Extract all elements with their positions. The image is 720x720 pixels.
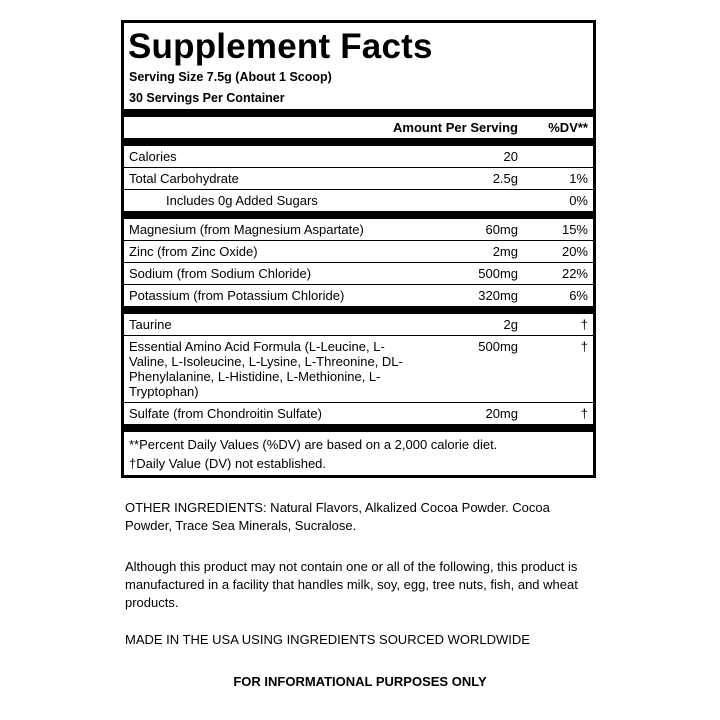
nutrient-row: Total Carbohydrate 2.5g 1% xyxy=(124,167,593,189)
divider-thick xyxy=(124,109,593,117)
supplement-facts-panel: Supplement Facts Serving Size 7.5g (Abou… xyxy=(121,20,596,478)
nutrient-amount: 500mg xyxy=(478,339,518,354)
column-header-row: Amount Per Serving %DV** xyxy=(124,117,593,138)
divider-thick xyxy=(124,138,593,146)
divider-thick xyxy=(124,424,593,432)
nutrient-name: Zinc (from Zinc Oxide) xyxy=(129,244,258,259)
nutrient-name: Potassium (from Potassium Chloride) xyxy=(129,288,345,303)
nutrient-amount: 2mg xyxy=(492,244,518,259)
origin-statement: MADE IN THE USA USING INGREDIENTS SOURCE… xyxy=(125,632,530,647)
other-ingredients: OTHER INGREDIENTS: Natural Flavors, Alka… xyxy=(125,500,550,533)
footnote-dv: **Percent Daily Values (%DV) are based o… xyxy=(129,437,498,452)
nutrient-dv: † xyxy=(580,406,588,421)
disclaimer: FOR INFORMATIONAL PURPOSES ONLY xyxy=(233,674,487,689)
nutrient-groups: Calories 20 Total Carbohydrate 2.5g 1% Includ… xyxy=(124,138,593,424)
nutrient-row: Sulfate (from Chondroitin Sulfate) 20mg † xyxy=(124,402,593,424)
footnote-dagger: †Daily Value (DV) not established. xyxy=(129,456,327,471)
nutrient-name: Total Carbohydrate xyxy=(129,171,239,186)
nutrient-dv: 22% xyxy=(561,266,588,281)
nutrient-dv: 15% xyxy=(561,222,588,237)
nutrient-name: Sulfate (from Chondroitin Sulfate) xyxy=(129,406,322,421)
nutrient-name: Calories xyxy=(129,149,177,164)
nutrient-amount: 60mg xyxy=(485,222,518,237)
nutrient-row: Potassium (from Potassium Chloride) 320mg… xyxy=(124,284,593,306)
divider-thick xyxy=(124,211,593,219)
nutrient-amount: 20mg xyxy=(485,406,518,421)
nutrient-dv xyxy=(518,149,588,164)
nutrient-name: Magnesium (from Magnesium Aspartate) xyxy=(129,222,364,237)
footnotes: **Percent Daily Values (%DV) are based o… xyxy=(124,432,593,475)
nutrient-row: Sodium (from Sodium Chloride) 500mg 22% xyxy=(124,262,593,284)
dv-header: %DV** xyxy=(548,120,588,135)
nutrient-row: Magnesium (from Magnesium Aspartate) 60mg… xyxy=(124,219,593,240)
nutrient-amount: 2.5g xyxy=(492,171,518,186)
nutrient-name: Taurine xyxy=(129,317,172,332)
nutrient-amount: 2g xyxy=(503,317,518,332)
nutrient-row: Taurine 2g † xyxy=(124,314,593,335)
nutrient-name: Includes 0g Added Sugars xyxy=(166,193,318,208)
nutrient-amount: 500mg xyxy=(478,266,518,281)
nutrient-name: Essential Amino Acid Formula (L-Leucine,… xyxy=(129,339,403,399)
nutrient-row: Calories 20 xyxy=(124,146,593,167)
nutrient-dv: 1% xyxy=(569,171,588,186)
page-content: Supplement Facts Serving Size 7.5g (Abou… xyxy=(0,20,720,691)
allergen-notice: Although this product may not contain on… xyxy=(125,559,578,610)
nutrient-row: Zinc (from Zinc Oxide) 2mg 20% xyxy=(124,240,593,262)
nutrient-amount: 20 xyxy=(503,149,518,164)
nutrient-dv: † xyxy=(580,317,588,332)
panel-title: Supplement Facts xyxy=(128,27,433,66)
serving-size: Serving Size 7.5g (About 1 Scoop) xyxy=(129,70,332,84)
nutrient-amount xyxy=(408,193,518,208)
nutrient-dv: 20% xyxy=(561,244,588,259)
nutrient-dv: 0% xyxy=(569,193,588,208)
nutrient-row: Includes 0g Added Sugars 0% xyxy=(124,189,593,211)
divider-thick xyxy=(124,306,593,314)
servings-per-container: 30 Servings Per Container xyxy=(129,91,285,105)
nutrient-amount: 320mg xyxy=(478,288,518,303)
nutrient-row: Essential Amino Acid Formula (L-Leucine,… xyxy=(124,335,593,402)
nutrient-dv: † xyxy=(580,339,588,354)
nutrient-dv: 6% xyxy=(569,288,588,303)
amount-header: Amount Per Serving xyxy=(393,120,518,135)
nutrient-name: Sodium (from Sodium Chloride) xyxy=(129,266,312,281)
